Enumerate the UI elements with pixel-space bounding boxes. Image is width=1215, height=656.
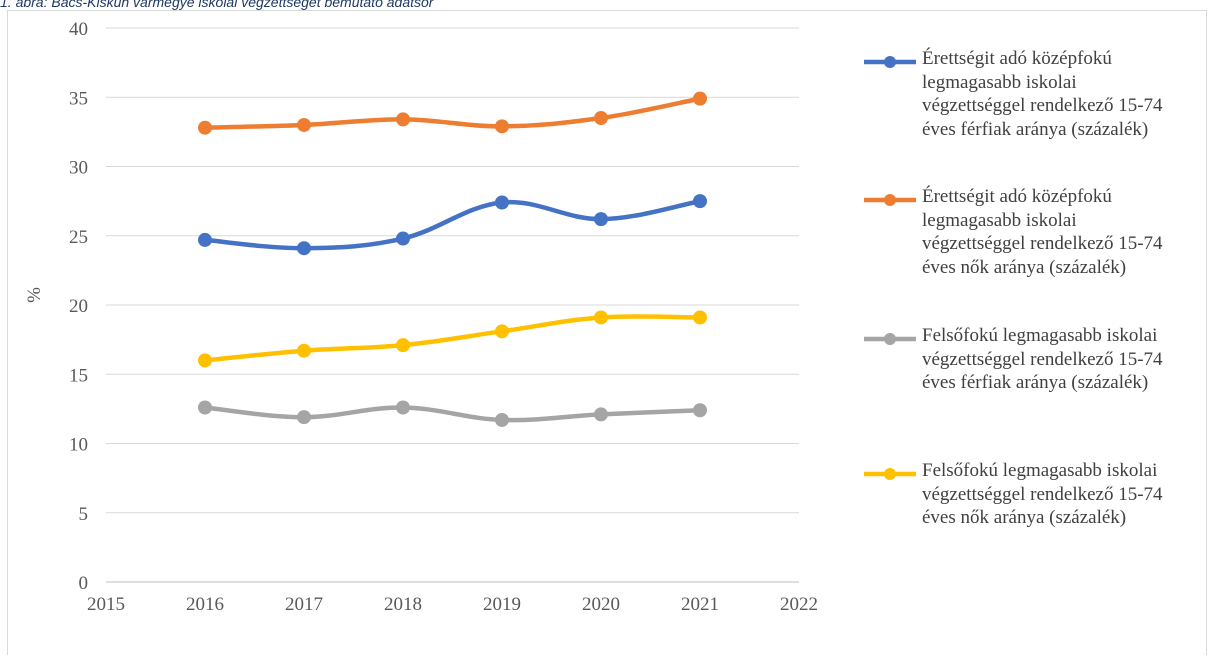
y-tick-label: 15 [69,365,88,386]
y-tick-label: 35 [69,88,88,109]
data-point [198,400,212,415]
data-point [198,232,212,247]
data-point [396,231,410,246]
chart-frame: 0 5 10 15 20 25 30 35 40 2015 2016 2017 2018 2019 202… [7,10,1207,655]
x-tick-label: 2021 [681,594,719,615]
data-point [693,91,707,106]
legend-swatch-3 [864,333,916,345]
figure-caption: 1. ábra: Bács-Kiskun vármegye iskolai vé… [0,0,434,10]
legend-label-4: Felsőfokú legmagasabb iskolai végzettség… [922,460,1163,528]
data-point [297,117,311,132]
x-tick-label: 2022 [780,594,818,615]
series-line-4 [202,314,703,363]
data-point [594,407,608,422]
y-axis-label: % [24,287,45,303]
data-point [495,195,509,210]
series-group [198,91,707,427]
data-point [198,120,212,135]
y-tick-label: 10 [69,435,88,456]
data-point [297,241,311,256]
y-tick-label: 20 [69,296,88,317]
data-point [198,353,212,368]
x-tick-label: 2020 [582,594,620,615]
y-axis-ticks: 0 5 10 15 20 25 30 35 40 [69,19,88,594]
series-line-1 [202,198,703,251]
y-tick-label: 30 [69,158,88,179]
data-point [495,119,509,134]
gridlines [106,27,799,583]
series-line-3 [202,405,703,423]
data-point [297,343,311,358]
legend-swatch-2 [864,194,916,206]
y-tick-label: 0 [79,573,89,594]
data-point [396,400,410,415]
x-tick-label: 2019 [483,594,521,615]
legend-label-3: Felsőfokú legmagasabb iskolai végzettség… [922,325,1163,393]
legend-label-1: Érettségit adó középfokú legmagasabb isk… [922,48,1163,140]
data-point [693,310,707,325]
data-point [495,324,509,339]
data-point [396,338,410,353]
x-axis-ticks: 2015 2016 2017 2018 2019 2020 2021 2022 [87,594,818,615]
data-point [693,194,707,209]
data-point [594,111,608,126]
data-point [495,412,509,427]
legend-swatch-1 [864,56,916,68]
data-point [594,212,608,227]
legend-label-2: Érettségit adó középfokú legmagasabb isk… [922,186,1163,278]
data-point [297,410,311,425]
line-chart: 0 5 10 15 20 25 30 35 40 2015 2016 2017 2018 2019 202… [24,19,818,615]
data-point [693,403,707,418]
y-tick-label: 40 [69,19,88,40]
x-tick-label: 2018 [384,594,422,615]
y-tick-label: 5 [79,504,89,525]
x-tick-label: 2015 [87,594,125,615]
data-point [594,310,608,325]
y-tick-label: 25 [69,227,88,248]
x-tick-label: 2016 [186,594,224,615]
data-point [396,112,410,127]
legend-swatch-4 [864,468,916,480]
x-tick-label: 2017 [285,594,323,615]
series-line-2 [202,96,703,130]
